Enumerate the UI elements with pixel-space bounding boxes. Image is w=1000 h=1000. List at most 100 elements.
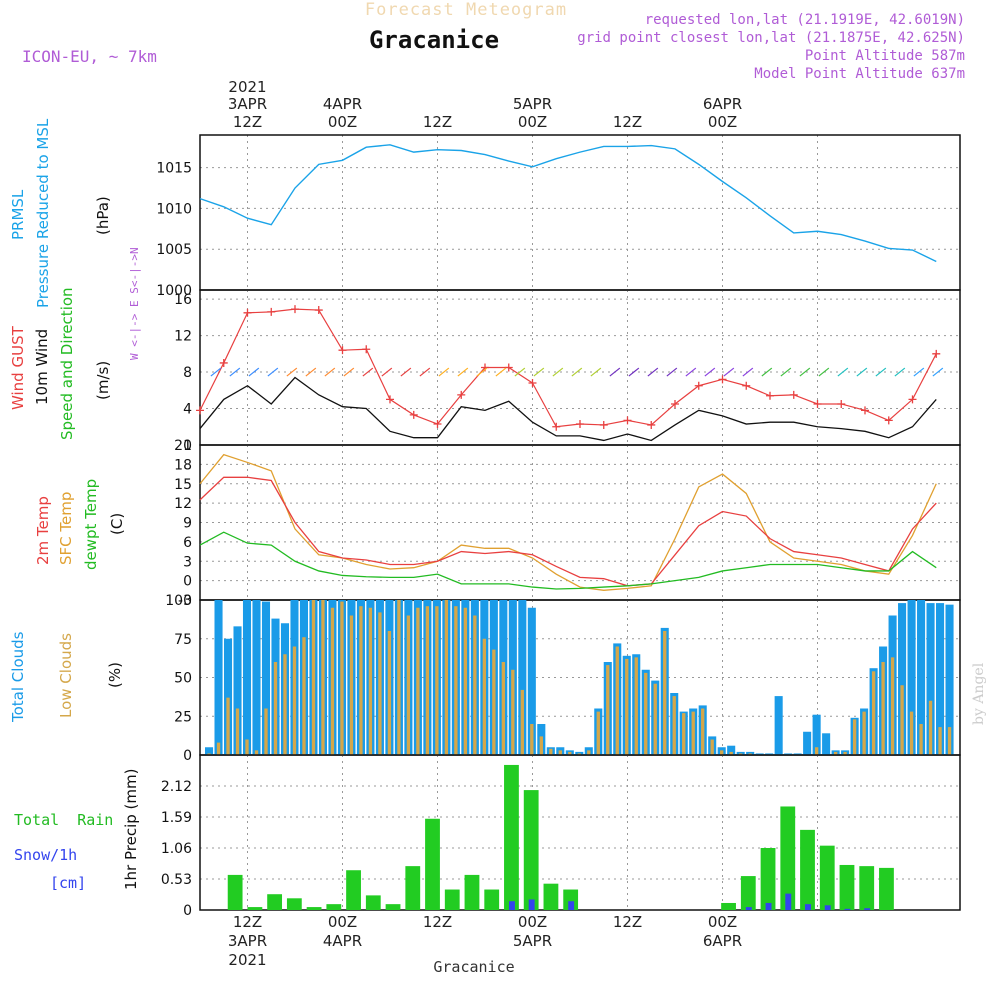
- y-tick-label: 12: [174, 496, 192, 512]
- wind-direction-arrow: [552, 367, 564, 377]
- rain-bar: [306, 907, 322, 910]
- low-cloud-bar: [881, 662, 885, 755]
- low-cloud-bar: [625, 658, 629, 755]
- precip-panel: 0 0.53 1.06 1.59 2.12: [161, 754, 961, 919]
- t2m-line: [199, 476, 937, 587]
- low-cloud-bar: [378, 612, 382, 755]
- bottom-axis-label: 3APR: [228, 932, 267, 950]
- pressure-panel: 1000 1005 1010 1015: [156, 134, 961, 299]
- low-cloud-bar: [406, 615, 411, 755]
- low-cloud-bar: [558, 750, 562, 755]
- temperature-panel: -3 0 3 6 9 12 15 18 21: [174, 438, 961, 609]
- y-tick-label: 18: [174, 457, 192, 473]
- wind-direction-arrow: [818, 367, 830, 377]
- low-cloud-bar: [330, 607, 335, 755]
- snow-bar: [844, 908, 851, 910]
- gust-marker: [789, 390, 798, 399]
- total-cloud-bar: [261, 601, 271, 755]
- low-cloud-bar: [663, 631, 667, 755]
- gust-marker: [861, 406, 869, 415]
- wind-direction-arrow: [894, 367, 906, 377]
- low-cloud-bar: [416, 607, 420, 755]
- rain-bar: [740, 876, 756, 910]
- low-cloud-bar: [871, 671, 876, 755]
- total-cloud-bar: [926, 603, 935, 755]
- gust-marker: [314, 306, 323, 315]
- low-cloud-bar: [387, 631, 392, 755]
- gust-marker: [338, 346, 347, 355]
- y-tick-label: 75: [174, 632, 192, 648]
- wind-direction-arrow: [932, 367, 944, 377]
- low-cloud-bar: [359, 606, 363, 755]
- low-cloud-bar: [587, 750, 591, 755]
- bottom-axis-label: 5APR: [513, 932, 552, 950]
- low-cloud-bar: [653, 683, 657, 755]
- gust-marker: [504, 363, 513, 372]
- low-cloud-bar: [748, 753, 752, 755]
- y-tick-label: 0.53: [161, 872, 192, 888]
- wind-direction-arrow: [571, 367, 583, 377]
- gust-marker: [219, 358, 228, 367]
- total-cloud-bar: [793, 753, 802, 755]
- location-name: Gracanice: [369, 26, 499, 54]
- bottom-axis-label: 2021: [228, 951, 266, 969]
- total-cloud-bar: [907, 600, 916, 755]
- wind-direction-arrow: [704, 367, 716, 377]
- wind-direction-arrow: [419, 367, 431, 377]
- dewpoint-line: [199, 531, 937, 590]
- clouds-panel: 0 25 50 75 100: [165, 593, 961, 764]
- gust-marker: [528, 379, 537, 387]
- low-cloud-bar: [463, 607, 468, 755]
- prmsl-label: PRMSL: [9, 189, 27, 240]
- wind-direction-arrow: [229, 367, 241, 377]
- gust-marker: [932, 349, 941, 358]
- low-cloud-bar: [397, 600, 401, 755]
- gust-marker: [362, 345, 371, 354]
- y-tick-label: 25: [174, 709, 192, 725]
- low-cloud-bar: [425, 606, 430, 755]
- gust-marker: [647, 420, 656, 429]
- y-tick-label: 100: [165, 593, 192, 609]
- wind-direction-arrow: [324, 367, 336, 377]
- low-cloud-bar: [492, 649, 496, 755]
- wind-direction-arrow: [685, 367, 697, 377]
- rain-bar: [227, 874, 243, 910]
- low-cloud-bar: [549, 748, 553, 755]
- rain-bar: [444, 889, 460, 910]
- rain-bar: [839, 864, 855, 910]
- low-cloud-bar: [720, 750, 724, 755]
- wind-direction-arrow: [723, 367, 735, 377]
- rain-bar: [286, 898, 302, 910]
- total-cloud-bar: [936, 603, 945, 755]
- total-clouds-label: Total Clouds: [9, 631, 27, 723]
- rain-bar: [464, 874, 480, 910]
- gust-marker: [813, 399, 822, 408]
- low-cloud-bar: [216, 742, 221, 755]
- wind-direction-arrow: [856, 367, 868, 377]
- rain-bar: [504, 764, 519, 910]
- point-altitude: Point Altitude 587m: [805, 48, 965, 64]
- gust-marker: [433, 420, 442, 429]
- low-cloud-bar: [292, 646, 297, 755]
- wind-direction-arrow: [438, 367, 450, 377]
- low-cloud-bar: [900, 685, 904, 755]
- bottom-axis-label: 12Z: [423, 913, 452, 931]
- low-cloud-bar: [938, 727, 942, 755]
- rain-bar: [385, 904, 401, 910]
- wind-direction-arrow: [647, 367, 659, 377]
- low-cloud-bar: [947, 727, 952, 755]
- panel-frame: [199, 754, 961, 911]
- wind-direction-arrow: [305, 367, 317, 377]
- wind-side-labels: Wind GUST 10m Wind Speed and Direction (…: [9, 247, 141, 440]
- bottom-axis-label: 00Z: [708, 913, 737, 931]
- total-cloud-bar: [945, 604, 954, 755]
- low-cloud-bar: [710, 739, 714, 755]
- wind-direction-arrow: [400, 367, 412, 377]
- wind-direction-arrow: [761, 367, 773, 377]
- y-tick-label: 15: [174, 477, 192, 493]
- rain-bar: [326, 904, 342, 910]
- y-tick-label: 4: [183, 402, 192, 418]
